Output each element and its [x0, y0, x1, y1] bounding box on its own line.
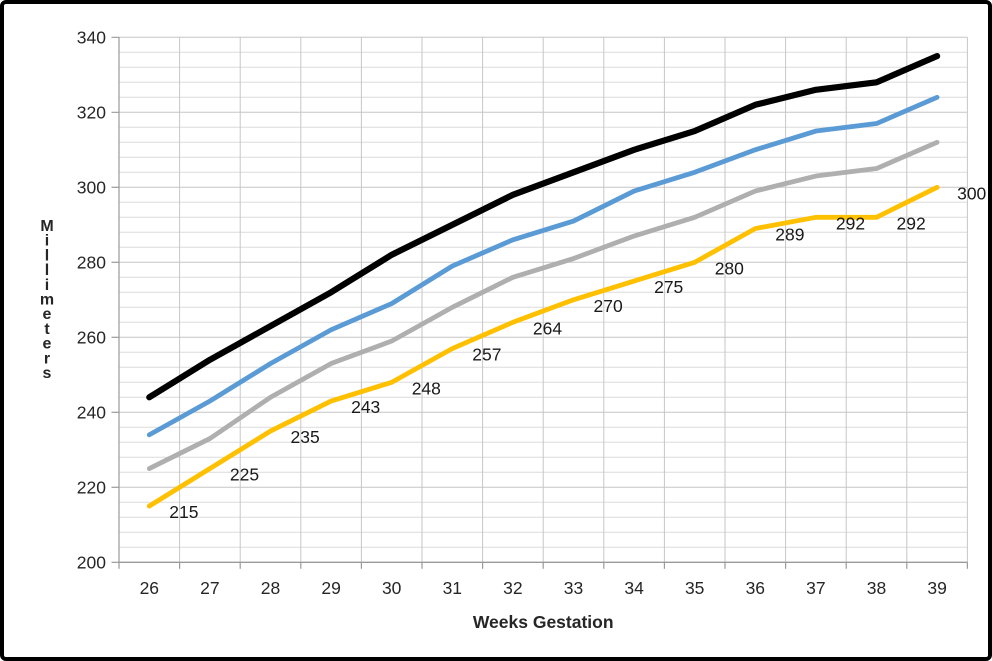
- y-tick-label: 300: [77, 177, 106, 197]
- y-tick-label: 320: [77, 102, 106, 122]
- data-label: 248: [412, 378, 441, 398]
- data-label: 225: [230, 465, 259, 485]
- data-label: 292: [897, 213, 926, 233]
- data-label: 264: [533, 318, 562, 338]
- series-upper-black-line: [146, 52, 941, 401]
- x-tick-label: 27: [200, 578, 219, 598]
- series-blue-line: [146, 94, 940, 438]
- y-tick-label: 280: [77, 252, 106, 272]
- x-tick-label: 30: [382, 578, 402, 598]
- data-label: 300: [957, 183, 986, 203]
- x-tick-label: 34: [624, 578, 644, 598]
- x-tick-label: 38: [867, 578, 886, 598]
- y-tick-label: 240: [77, 402, 106, 422]
- x-tick-label: 28: [261, 578, 280, 598]
- series-gray-line: [146, 139, 940, 471]
- x-axis-title: Weeks Gestation: [473, 612, 614, 632]
- data-label: 235: [291, 427, 320, 447]
- data-label: 292: [836, 213, 865, 233]
- x-tick-label: 29: [321, 578, 340, 598]
- x-tick-label: 31: [443, 578, 462, 598]
- x-tick-label: 39: [927, 578, 946, 598]
- y-tick-label: 220: [77, 477, 106, 497]
- data-label: 243: [351, 397, 380, 417]
- x-tick-label: 36: [746, 578, 765, 598]
- y-tick-label: 340: [77, 27, 106, 47]
- data-label: 257: [472, 345, 501, 365]
- data-label: 289: [775, 225, 804, 245]
- y-tick-label: 200: [77, 552, 106, 572]
- x-tick-label: 35: [685, 578, 704, 598]
- data-label: 280: [715, 258, 744, 278]
- data-label: 215: [169, 502, 198, 522]
- series-gold-line: [146, 184, 940, 509]
- x-tick-label: 32: [503, 578, 522, 598]
- data-label: 275: [654, 277, 683, 297]
- x-tick-label: 26: [140, 578, 159, 598]
- y-tick-label: 260: [77, 327, 106, 347]
- x-tick-label: 33: [564, 578, 583, 598]
- x-tick-label: 37: [806, 578, 825, 598]
- line-chart-svg: 200 220 240 260 280 300 320 340 26 27 28 29 30 31 32 33…: [40, 27, 987, 632]
- data-label: 270: [594, 296, 623, 316]
